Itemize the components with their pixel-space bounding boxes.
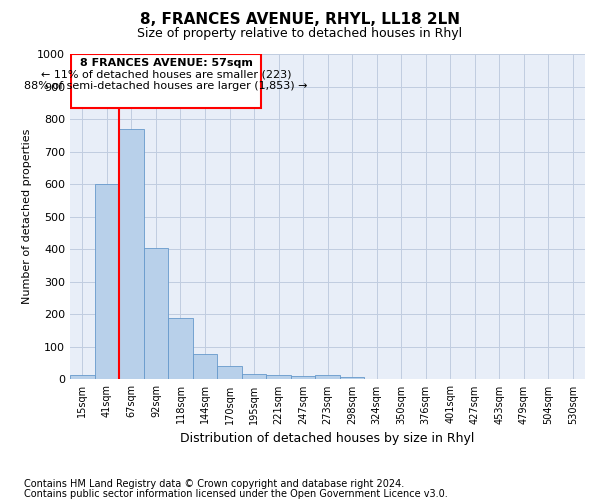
Bar (119, 129, 144, 380)
X-axis label: Distribution of detached houses by size in Rhyl: Distribution of detached houses by size … (181, 432, 475, 445)
Bar (340, 377, 364, 380)
Text: 8 FRANCES AVENUE: 57sqm: 8 FRANCES AVENUE: 57sqm (80, 58, 253, 68)
Bar (95, 184, 119, 380)
Text: Contains HM Land Registry data © Crown copyright and database right 2024.: Contains HM Land Registry data © Crown c… (24, 479, 404, 489)
Bar (168, 318, 193, 380)
Text: ← 11% of detached houses are smaller (223): ← 11% of detached houses are smaller (22… (41, 69, 291, 79)
Bar (70, 374, 95, 380)
Text: Size of property relative to detached houses in Rhyl: Size of property relative to detached ho… (137, 28, 463, 40)
Y-axis label: Number of detached properties: Number of detached properties (22, 129, 32, 304)
Text: Contains public sector information licensed under the Open Government Licence v3: Contains public sector information licen… (24, 489, 448, 499)
Bar (71, 54, 262, 108)
Text: 88% of semi-detached houses are larger (1,853) →: 88% of semi-detached houses are larger (… (24, 80, 308, 90)
Bar (266, 374, 291, 380)
Bar (291, 376, 316, 380)
Bar (217, 366, 242, 380)
Bar (316, 374, 340, 380)
Text: 8, FRANCES AVENUE, RHYL, LL18 2LN: 8, FRANCES AVENUE, RHYL, LL18 2LN (140, 12, 460, 28)
Bar (144, 248, 168, 380)
Bar (193, 354, 217, 380)
Bar (242, 374, 266, 380)
